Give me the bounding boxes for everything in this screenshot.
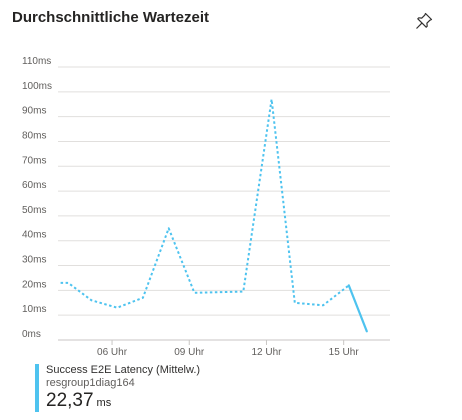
y-tick-label: 90ms	[22, 106, 46, 117]
x-tick-label: 15 Uhr	[329, 347, 360, 358]
pin-icon-graphic	[416, 12, 433, 29]
legend-unit: ms	[96, 397, 112, 409]
x-tick-label: 09 Uhr	[174, 347, 205, 358]
legend-resource-name: resgroup1diag164	[46, 377, 135, 389]
y-tick-label: 10ms	[22, 304, 46, 315]
x-tick-label: 06 Uhr	[97, 347, 128, 358]
y-tick-label: 20ms	[22, 279, 46, 290]
latency-line-chart: 0ms 10ms 20ms 30ms 40ms 50ms 60ms 70ms 80ms 90ms 1…	[22, 56, 390, 358]
y-tick-label: 0ms	[22, 329, 41, 340]
legend-metric-name: Success E2E Latency (Mittelw.)	[46, 364, 201, 376]
y-tick-label: 80ms	[22, 130, 46, 141]
chart-legend[interactable]: Success E2E Latency (Mittelw.) resgroup1…	[35, 364, 200, 412]
series-solid-line	[347, 284, 368, 333]
series-dotted-line	[60, 98, 350, 309]
y-tick-label: 100ms	[22, 81, 52, 92]
legend-value: 22,37	[46, 390, 94, 411]
x-tick-label: 12 Uhr	[251, 347, 282, 358]
y-tick-label: 110ms	[22, 56, 51, 67]
pin-icon[interactable]	[411, 8, 437, 34]
y-tick-label: 40ms	[22, 230, 46, 241]
y-tick-label: 70ms	[22, 155, 46, 166]
y-tick-label: 60ms	[22, 180, 46, 191]
y-tick-label: 30ms	[22, 255, 46, 266]
y-tick-label: 50ms	[22, 205, 46, 216]
tile-title: Durchschnittliche Wartezeit	[12, 9, 209, 26]
